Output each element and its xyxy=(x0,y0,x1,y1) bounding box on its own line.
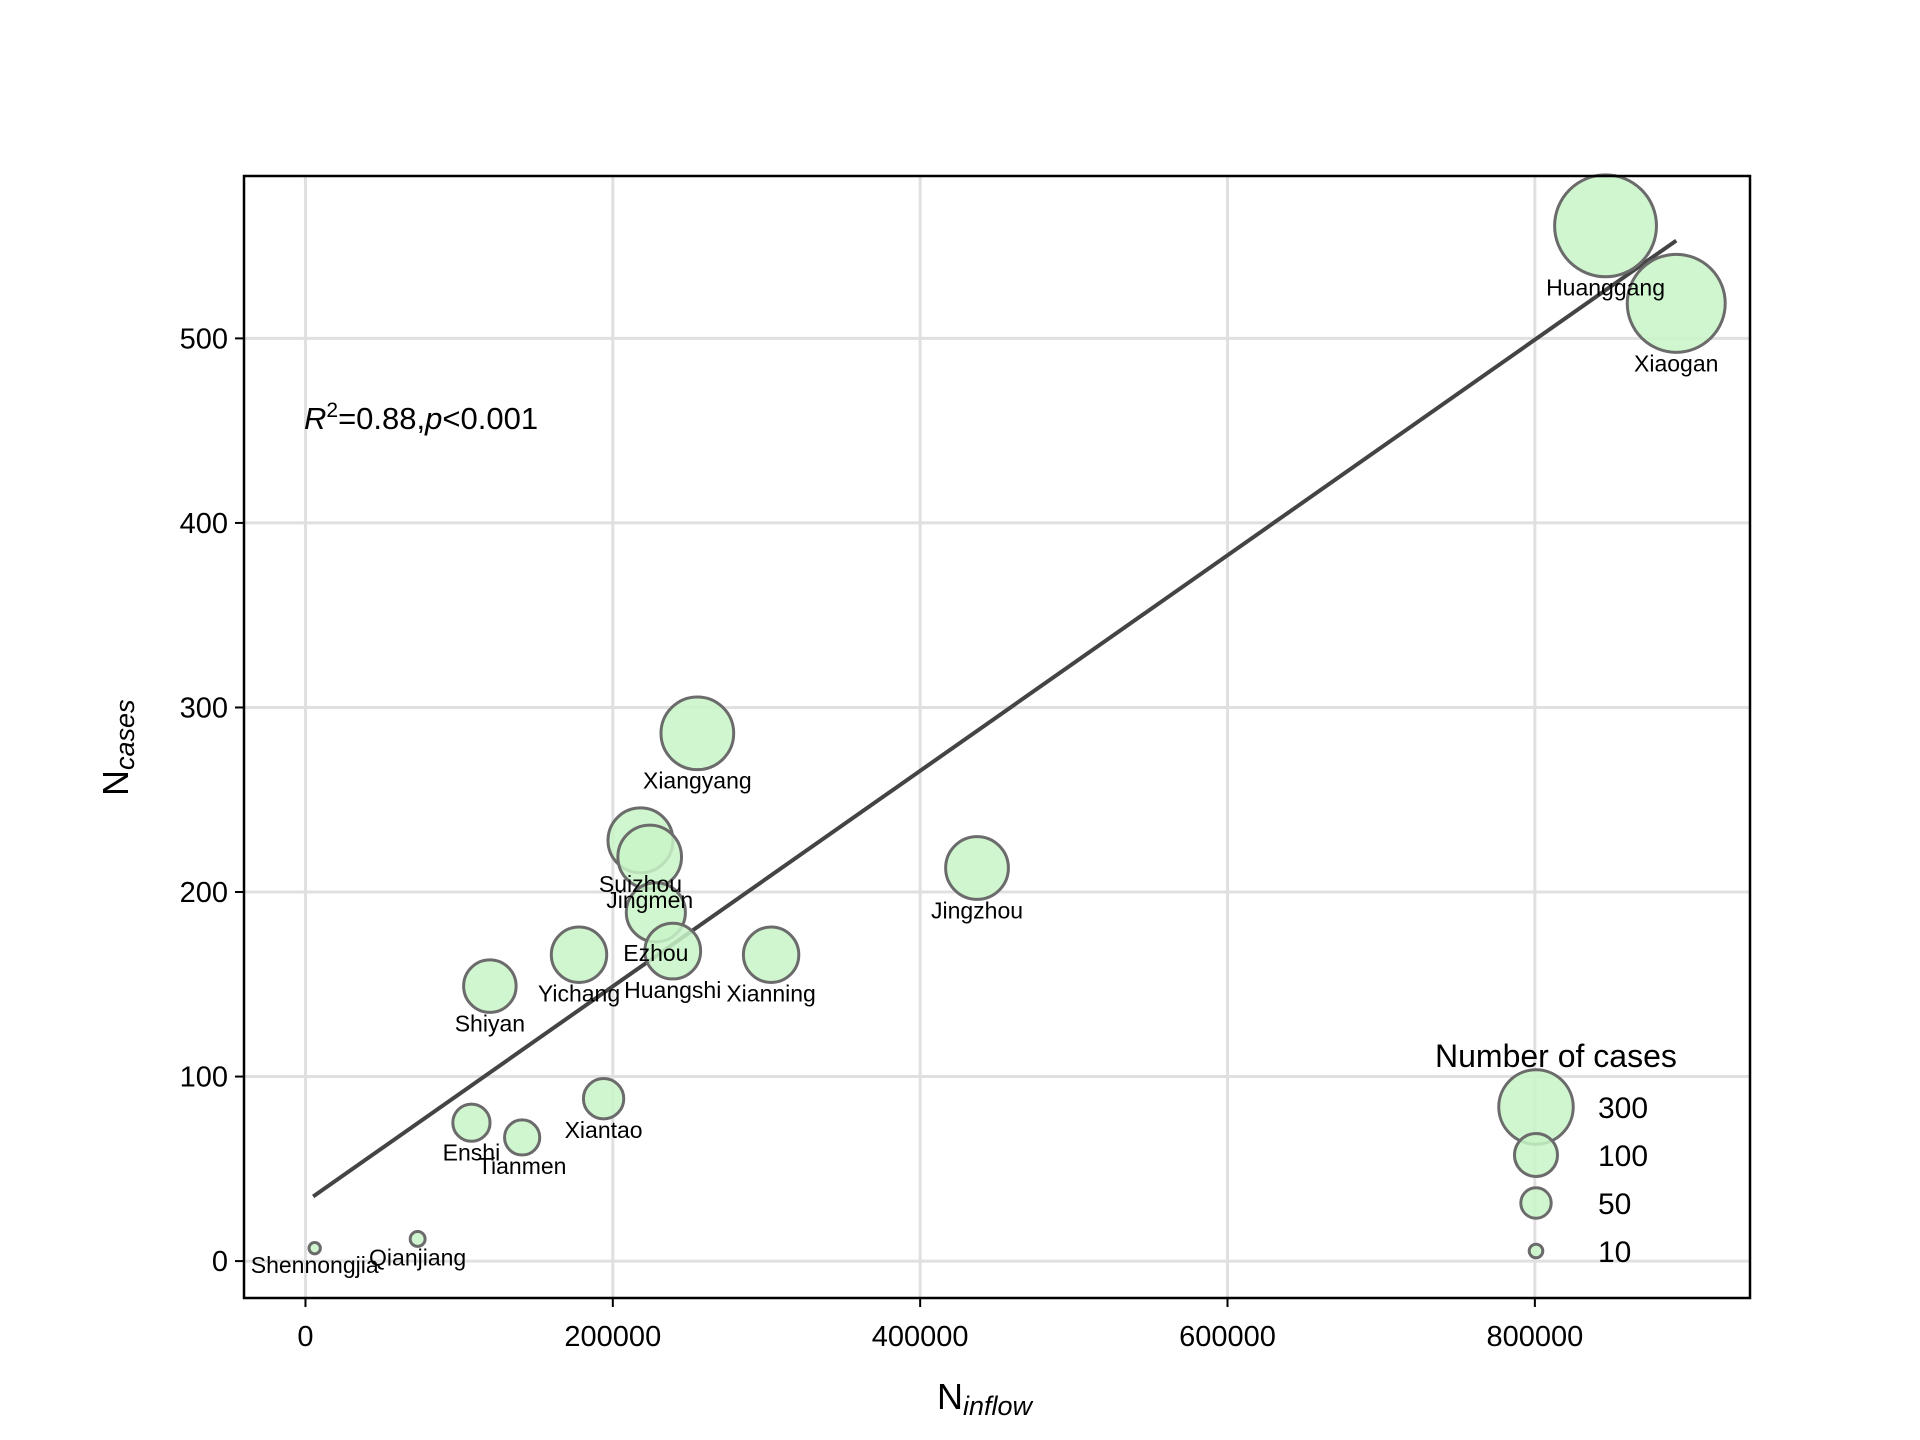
label-suizhou: Suizhou xyxy=(599,871,682,897)
x-tick-label: 0 xyxy=(297,1321,313,1353)
legend-title: Number of cases xyxy=(1435,1038,1677,1074)
label-qianjiang: Qianjiang xyxy=(369,1244,466,1270)
legend-marker-10 xyxy=(1527,1242,1545,1260)
point-xiaogan xyxy=(1625,252,1727,354)
label-enshi: Enshi xyxy=(443,1139,501,1165)
legend-marker-50 xyxy=(1519,1186,1553,1220)
data-points xyxy=(307,173,1727,1256)
axis-ticks: 0 200000 400000 600000 800000 0 100 200 300 400 50… xyxy=(180,323,1584,1353)
grid-lines xyxy=(244,176,1750,1298)
x-tick-label: 800000 xyxy=(1486,1321,1583,1353)
label-ezhou: Ezhou xyxy=(623,940,688,966)
point-xiangyang xyxy=(659,695,736,772)
legend-label-300: 300 xyxy=(1598,1092,1648,1125)
point-huanggang xyxy=(1553,173,1658,279)
label-huanggang: Huanggang xyxy=(1546,275,1665,301)
y-tick-label: 100 xyxy=(180,1062,228,1094)
y-axis-label: Ncases xyxy=(95,699,140,796)
legend-label-100: 100 xyxy=(1598,1140,1648,1173)
point-shennongjia xyxy=(307,1240,322,1256)
point-qianjiang xyxy=(408,1229,427,1248)
label-shiyan: Shiyan xyxy=(455,1010,525,1036)
plot-frame xyxy=(242,174,1752,1300)
fit-line xyxy=(312,238,1678,1199)
x-axis-label: Ninflow xyxy=(937,1376,1034,1421)
label-huangshi: Huangshi xyxy=(624,977,721,1003)
point-yichang xyxy=(549,925,609,984)
y-tick-label: 400 xyxy=(180,508,228,540)
legend: Number of cases 300 100 50 10 xyxy=(1435,1038,1677,1269)
label-xiantao: Xiantao xyxy=(565,1117,643,1143)
y-tick-label: 500 xyxy=(180,323,228,355)
r-squared-annotation: R2=0.88,p<0.001 xyxy=(304,399,538,436)
point-enshi xyxy=(451,1102,492,1143)
legend-marker-100 xyxy=(1513,1132,1559,1178)
x-tick-label: 600000 xyxy=(1179,1321,1276,1353)
legend-label-10: 10 xyxy=(1598,1236,1631,1269)
regression-line xyxy=(312,238,1678,1199)
point-xianning xyxy=(741,925,801,984)
label-xiaogan: Xiaogan xyxy=(1634,350,1718,376)
y-tick-label: 200 xyxy=(180,877,228,909)
y-tick-label: 300 xyxy=(180,692,228,724)
legend-entries: 300 100 50 10 xyxy=(1497,1068,1648,1269)
point-tianmen xyxy=(503,1118,542,1157)
point-xiantao xyxy=(581,1077,626,1121)
label-tianmen: Tianmen xyxy=(478,1153,567,1179)
label-jingzhou: Jingzhou xyxy=(931,897,1023,923)
point-jingzhou xyxy=(944,835,1010,901)
label-shennongjia: Shennongjia xyxy=(251,1252,379,1278)
label-xiangyang: Xiangyang xyxy=(643,768,752,794)
point-shiyan xyxy=(462,958,518,1014)
x-tick-label: 400000 xyxy=(872,1321,969,1353)
y-tick-label: 0 xyxy=(212,1246,228,1278)
label-jingmen: Jingmen xyxy=(606,887,693,913)
point-huangshi xyxy=(643,921,703,981)
legend-label-50: 50 xyxy=(1598,1188,1631,1221)
label-yichang: Yichang xyxy=(538,980,620,1006)
label-xianning: Xianning xyxy=(726,980,816,1006)
x-tick-label: 200000 xyxy=(564,1321,661,1353)
